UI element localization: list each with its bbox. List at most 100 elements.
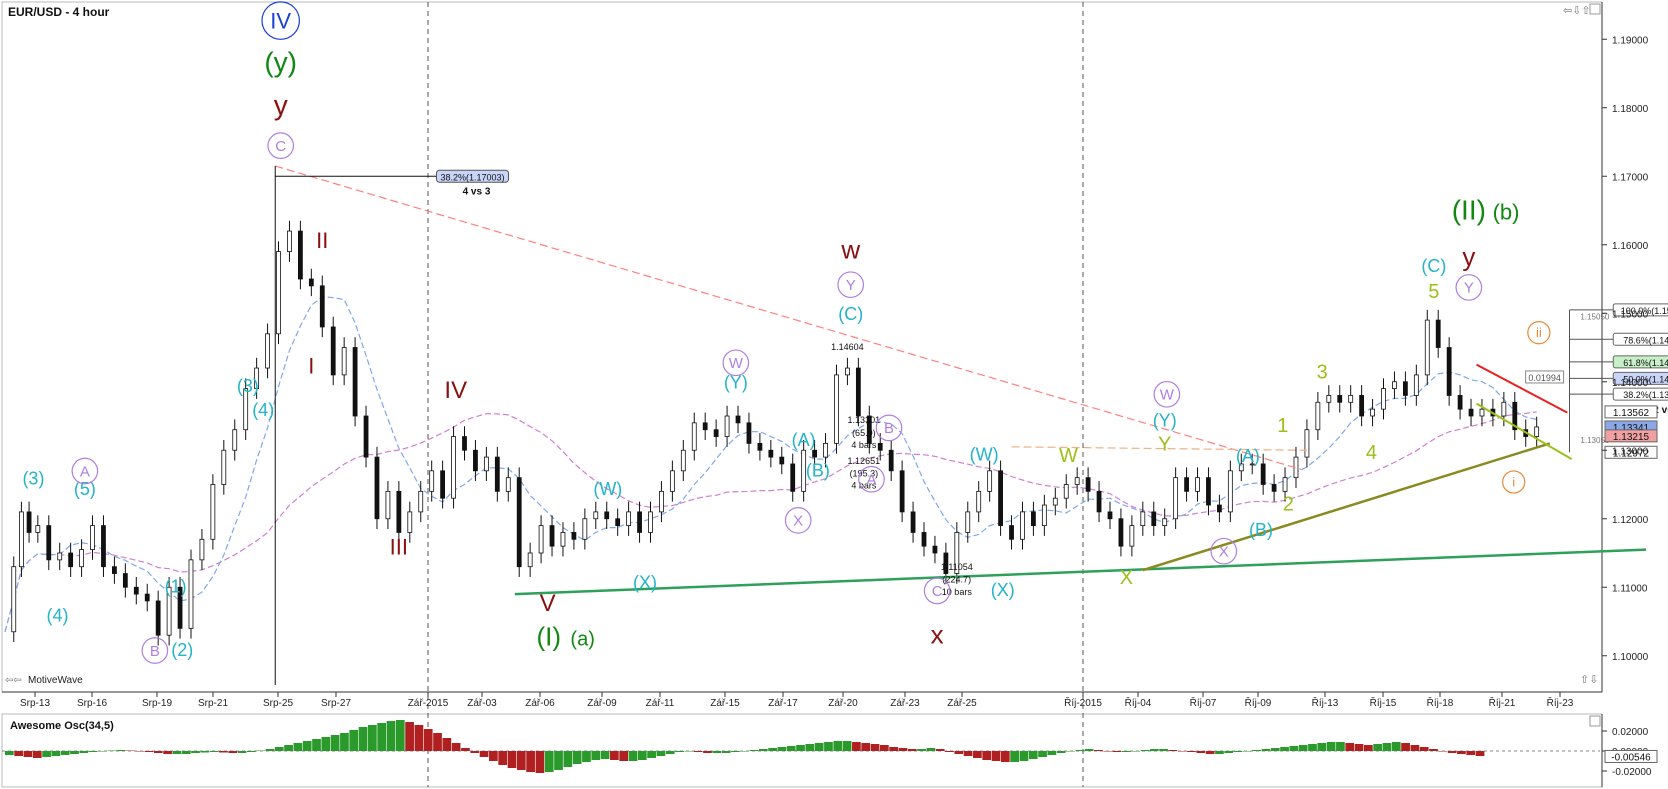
nav-arrows-icon[interactable]: ⇦⇩⇧ bbox=[1563, 5, 1591, 17]
osc-bar bbox=[786, 746, 796, 751]
candle-body bbox=[188, 559, 194, 629]
nav-controls[interactable]: ⇦⇩⇧ ⇧⇩ bbox=[1563, 3, 1601, 727]
candle-body bbox=[1457, 395, 1463, 410]
wave-label: (Y) bbox=[1153, 410, 1177, 430]
osc-bar bbox=[368, 725, 377, 751]
wave-label-circle bbox=[267, 132, 295, 160]
scroll-left-icon[interactable]: ⇦⇦ bbox=[5, 675, 22, 686]
candle-body bbox=[407, 511, 413, 533]
candle-body bbox=[232, 429, 238, 451]
osc-bar bbox=[1159, 749, 1168, 751]
candle-body bbox=[396, 490, 402, 533]
time-tick-label: Srp-21 bbox=[198, 698, 228, 709]
fib-level-label: 61.8%(1.14288) bbox=[1623, 358, 1668, 368]
price-annotation: (195.3) bbox=[850, 468, 879, 478]
osc-bar bbox=[963, 751, 973, 756]
osc-bar bbox=[870, 744, 880, 751]
wave-label-circle bbox=[858, 465, 885, 493]
time-tick-label: Říj-23 bbox=[1547, 696, 1574, 709]
time-tick-label: Říj-07 bbox=[1190, 696, 1217, 709]
osc-bar bbox=[647, 751, 656, 758]
osc-bar bbox=[554, 751, 563, 770]
osc-bar bbox=[1038, 751, 1047, 757]
wave-label: Y bbox=[1464, 280, 1474, 297]
osc-bar bbox=[349, 730, 359, 751]
candle-body bbox=[352, 347, 358, 417]
osc-bar bbox=[926, 748, 936, 751]
osc-bar bbox=[135, 751, 145, 752]
wave-label-circle bbox=[261, 1, 301, 40]
candle-body bbox=[199, 538, 205, 561]
time-tick-label: Zář-25 bbox=[947, 698, 977, 709]
wave-label: X bbox=[793, 513, 803, 530]
osc-bar bbox=[507, 751, 517, 768]
time-tick-label: Zář-2015 bbox=[408, 698, 449, 709]
candle-body bbox=[1096, 490, 1102, 513]
osc-bar bbox=[321, 737, 331, 751]
wave-label: (3) bbox=[22, 469, 44, 489]
price-annotation: (224.7) bbox=[943, 574, 972, 584]
osc-bar bbox=[209, 751, 219, 752]
oscillator-title: Awesome Osc(34,5) bbox=[10, 720, 114, 732]
osc-bar bbox=[1131, 751, 1140, 752]
osc-bar bbox=[1028, 751, 1038, 759]
zoom-arrows-icon[interactable]: ⇧⇩ bbox=[1580, 674, 1598, 686]
osc-bar bbox=[470, 751, 480, 753]
wave-label: (4) bbox=[252, 400, 274, 420]
wave-label: (W) bbox=[593, 479, 622, 499]
range-label: 0.01994 bbox=[1528, 373, 1561, 383]
candle-body bbox=[1337, 395, 1343, 403]
candle-body bbox=[637, 511, 642, 533]
candle-body bbox=[210, 484, 216, 540]
candle-body bbox=[101, 525, 106, 568]
osc-bar bbox=[144, 751, 154, 752]
osc-bar bbox=[423, 729, 433, 751]
osc-bar bbox=[88, 751, 98, 752]
osc-bar bbox=[1326, 742, 1336, 751]
osc-bar bbox=[1429, 749, 1438, 751]
candle-body bbox=[921, 532, 927, 547]
osc-bar bbox=[79, 751, 89, 753]
osc-bar bbox=[395, 720, 405, 751]
time-tick-label: Srp-13 bbox=[20, 698, 50, 709]
candle-body bbox=[823, 442, 828, 458]
wave-label-circle bbox=[1153, 380, 1181, 408]
candle-body bbox=[122, 573, 128, 588]
candle-body bbox=[483, 456, 489, 472]
osc-bar bbox=[116, 750, 126, 751]
candle-body bbox=[998, 470, 1003, 526]
wave-label: 5 bbox=[1428, 281, 1439, 303]
osc-bar bbox=[1391, 742, 1401, 751]
candle-body bbox=[451, 436, 456, 499]
osc-bar bbox=[1354, 744, 1364, 751]
candle-body bbox=[494, 456, 500, 492]
wave-label: W bbox=[1160, 387, 1175, 404]
osc-bar bbox=[1224, 751, 1234, 753]
osc-bar bbox=[637, 751, 647, 760]
osc-bar bbox=[1196, 751, 1206, 753]
price-tick-label: 1.13000 bbox=[1612, 446, 1649, 457]
osc-bar bbox=[805, 744, 815, 751]
osc-bar bbox=[107, 750, 117, 751]
osc-bar bbox=[1373, 744, 1383, 751]
price-tick-label: 1.12000 bbox=[1612, 515, 1649, 526]
osc-bar bbox=[70, 751, 79, 754]
osc-bar bbox=[814, 743, 824, 751]
wave-label: V bbox=[540, 590, 556, 617]
osc-bar bbox=[256, 750, 266, 751]
candle-body bbox=[440, 470, 446, 499]
candle-body bbox=[177, 586, 183, 629]
maximize-icon[interactable] bbox=[1589, 3, 1601, 15]
osc-maximize-icon[interactable] bbox=[1589, 715, 1601, 727]
candle-body bbox=[1129, 525, 1135, 547]
osc-bar bbox=[768, 748, 777, 751]
time-tick-label: Srp-19 bbox=[142, 698, 172, 709]
candle-body bbox=[1348, 395, 1354, 403]
time-tick-label: Říj-15 bbox=[1370, 696, 1397, 709]
time-tick-label: Zář-03 bbox=[467, 698, 497, 709]
osc-bar bbox=[898, 748, 908, 751]
osc-bar bbox=[1289, 746, 1299, 751]
osc-bar bbox=[451, 743, 461, 751]
osc-bar bbox=[1475, 751, 1485, 756]
osc-bar bbox=[377, 723, 387, 751]
